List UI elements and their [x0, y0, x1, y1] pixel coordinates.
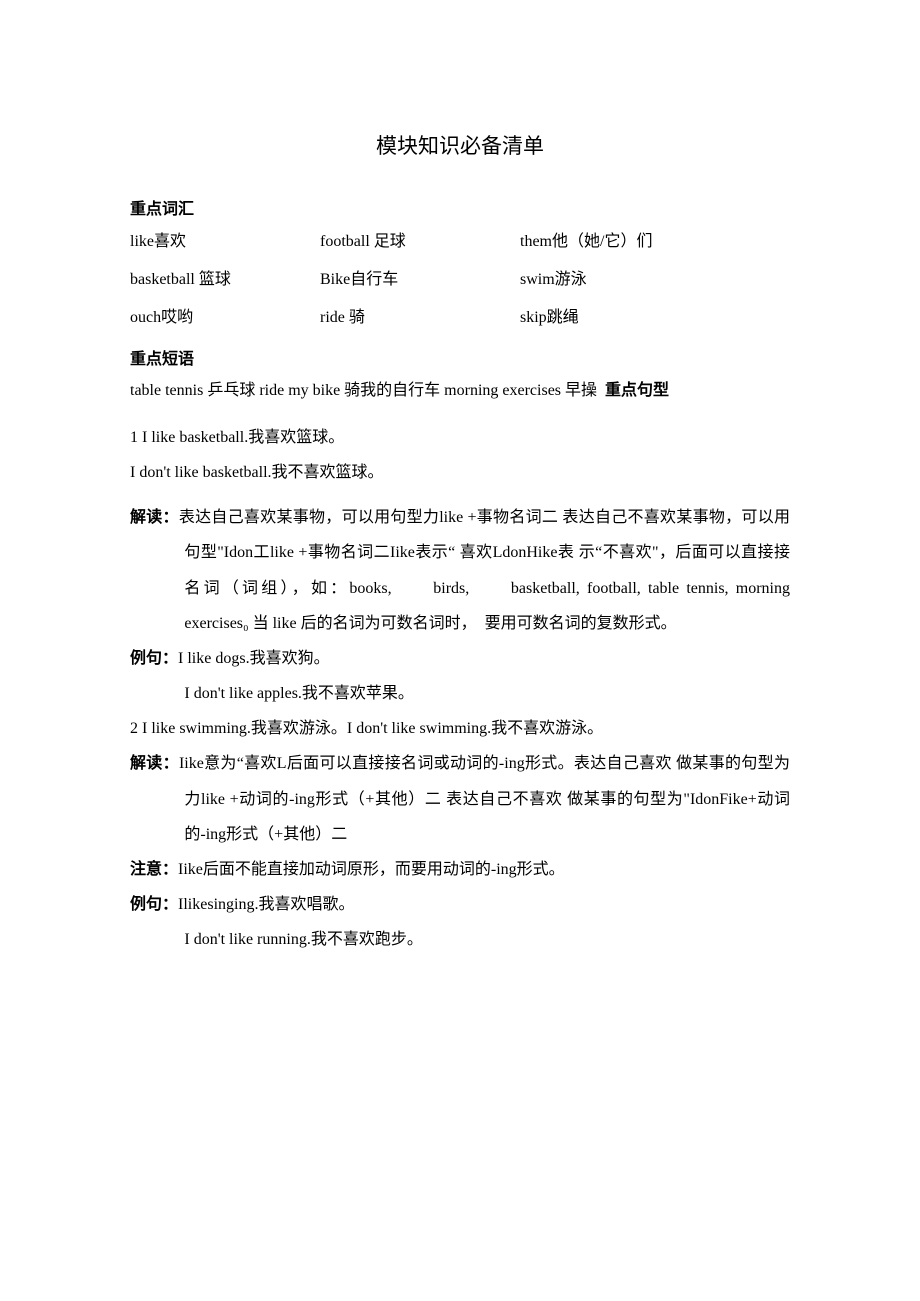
vocab-cell: skip跳绳 — [520, 303, 790, 327]
example-2b: I don't like running.我不喜欢跑步。 — [130, 922, 790, 957]
vocab-cell: football 足球 — [320, 227, 520, 251]
explanation-2-text: Iike意为“喜欢L后面可以直接接名词或动词的-ing形式。表达自己喜欢 做某事… — [179, 755, 790, 842]
label-jiedu-2: 解读： — [130, 755, 179, 772]
sentence-item-2: 2 I like swimming.我喜欢游泳。I don't like swi… — [130, 711, 790, 746]
example-1b: I don't like apples.我不喜欢苹果。 — [130, 676, 790, 711]
phrases-text: table tennis 乒乓球 ride my bike 骑我的自行车 mor… — [130, 382, 597, 399]
label-zhuyi: 注意： — [130, 861, 178, 878]
phrases-line: table tennis 乒乓球 ride my bike 骑我的自行车 mor… — [130, 377, 790, 406]
vocab-cell: Bike自行车 — [320, 265, 520, 289]
example-1a: 例句：I like dogs.我喜欢狗。 — [130, 641, 790, 676]
sentences-heading: 重点句型 — [605, 382, 669, 399]
vocab-cell: ouch哎哟 — [130, 303, 320, 327]
note-2: 注意：Iike后面不能直接加动词原形，而要用动词的-ing形式。 — [130, 852, 790, 887]
vocab-cell: them他（她/它）们 — [520, 227, 790, 251]
note-2-text: Iike后面不能直接加动词原形，而要用动词的-ing形式。 — [178, 861, 565, 878]
example-2a-text: Ilikesinging.我喜欢唱歌。 — [178, 896, 354, 913]
vocab-table: like喜欢 football 足球 them他（她/它）们 basketbal… — [130, 227, 790, 327]
sentence-item-1-neg: I don't like basketball.我不喜欢篮球。 — [130, 455, 790, 490]
vocab-cell: ride 骑 — [320, 303, 520, 327]
body-text: 1 I like basketball.我喜欢篮球。 I don't like … — [130, 420, 790, 958]
vocab-heading: 重点词汇 — [130, 195, 790, 219]
sentence-item-1: 1 I like basketball.我喜欢篮球。 — [130, 420, 790, 455]
label-jiedu: 解读： — [130, 509, 179, 526]
vocab-cell: swim游泳 — [520, 265, 790, 289]
explanation-2: 解读：Iike意为“喜欢L后面可以直接接名词或动词的-ing形式。表达自己喜欢 … — [130, 746, 790, 852]
explanation-1: 解读：表达自己喜欢某事物，可以用句型力like +事物名词二 表达自己不喜欢某事… — [130, 500, 790, 641]
explanation-1-text: 表达自己喜欢某事物，可以用句型力like +事物名词二 表达自己不喜欢某事物，可… — [179, 509, 790, 632]
vocab-cell: basketball 篮球 — [130, 265, 320, 289]
example-1a-text: I like dogs.我喜欢狗。 — [178, 650, 330, 667]
page-title: 模块知识必备清单 — [130, 130, 790, 160]
label-liju-2: 例句： — [130, 896, 178, 913]
example-2a: 例句：Ilikesinging.我喜欢唱歌。 — [130, 887, 790, 922]
phrases-heading: 重点短语 — [130, 345, 790, 369]
label-liju: 例句： — [130, 650, 178, 667]
vocab-cell: like喜欢 — [130, 227, 320, 251]
